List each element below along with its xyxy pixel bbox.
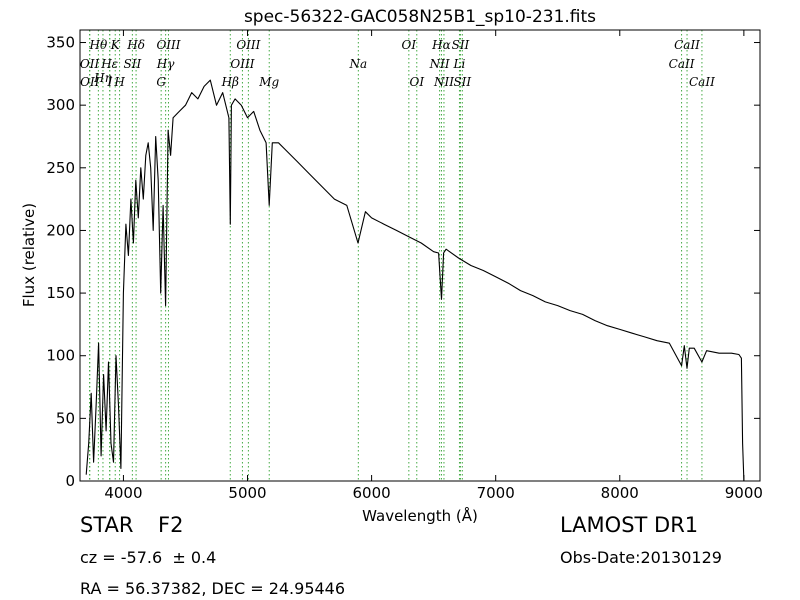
subclass: F2 xyxy=(158,513,184,537)
obs-date: Obs-Date:20130129 xyxy=(560,548,722,567)
y-tick-label: 100 xyxy=(46,347,75,365)
y-tick-label: 350 xyxy=(46,34,75,52)
y-axis-ticks: 0 50 100 150 200 250 300 350 xyxy=(46,34,760,490)
x-axis-label: Wavelength (Å) xyxy=(362,506,478,525)
spectral-line-label: OI xyxy=(409,75,424,89)
spectral-line-label: NII xyxy=(429,57,450,71)
spectral-line-label: CaII xyxy=(669,57,695,71)
spectral-line-label: Hε xyxy=(100,57,118,71)
spectral-line-label: Hθ xyxy=(89,38,108,52)
spectral-line-label: Hδ xyxy=(126,38,145,52)
y-tick-label: 50 xyxy=(56,409,75,427)
redshift-text: cz = -57.6 ± 0.4 xyxy=(80,548,217,567)
x-tick-label: 9000 xyxy=(725,484,763,502)
spectrum-series xyxy=(85,79,745,482)
spectral-line-label: OII xyxy=(80,57,100,71)
object-class: STAR xyxy=(80,513,134,537)
spectral-line-label: CaII xyxy=(674,38,700,52)
spectral-line-label: Hη xyxy=(93,71,112,85)
spectral-line-label: Mg xyxy=(258,75,279,89)
spectral-line-label: Hβ xyxy=(221,75,239,89)
spectral-line-label: OIII xyxy=(236,38,260,52)
x-tick-label: 8000 xyxy=(601,484,639,502)
chart-title: spec-56322-GAC058N25B1_sp10-231.fits xyxy=(244,7,596,27)
spectral-line-label: Na xyxy=(349,57,368,71)
spectral-line-label: SII xyxy=(452,38,470,52)
plot-frame xyxy=(79,29,761,482)
spectral-line-label: OI xyxy=(402,38,417,52)
spectral-line-label: NII xyxy=(433,75,454,89)
spectral-line-label: Li xyxy=(453,57,466,71)
spectral-line-label: H xyxy=(113,75,125,89)
spectral-line-label: OIII xyxy=(156,38,180,52)
coordinates: RA = 56.37382, DEC = 24.95446 xyxy=(80,579,346,598)
spectral-line-label: Hα xyxy=(431,38,451,52)
x-tick-label: 7000 xyxy=(477,484,515,502)
x-axis-ticks: 4000 5000 6000 7000 8000 9000 xyxy=(104,30,763,502)
x-tick-label: 4000 xyxy=(104,484,142,502)
spectral-line-label: OIII xyxy=(230,57,254,71)
y-tick-label: 0 xyxy=(65,472,75,490)
y-tick-label: 200 xyxy=(46,221,75,239)
y-axis-label: Flux (relative) xyxy=(20,203,38,307)
spectral-line-label: SII xyxy=(124,57,142,71)
x-tick-label: 5000 xyxy=(228,484,266,502)
y-tick-label: 150 xyxy=(46,284,75,302)
spectral-line-label: CaII xyxy=(689,75,715,89)
spectral-line-label: G xyxy=(156,75,166,89)
spectral-line-label: SII xyxy=(453,75,471,89)
x-tick-label: 6000 xyxy=(353,484,391,502)
spectral-line-label: OII xyxy=(80,75,100,89)
survey-name: LAMOST DR1 xyxy=(560,513,699,537)
spectral-line-label: I xyxy=(106,75,112,89)
spectrum-line xyxy=(85,79,745,482)
spectral-line-label: Hγ xyxy=(156,57,175,71)
y-tick-label: 250 xyxy=(46,159,75,177)
y-tick-label: 300 xyxy=(46,96,75,114)
spectral-line-markers xyxy=(89,30,703,481)
spectral-line-label: K xyxy=(110,38,121,52)
